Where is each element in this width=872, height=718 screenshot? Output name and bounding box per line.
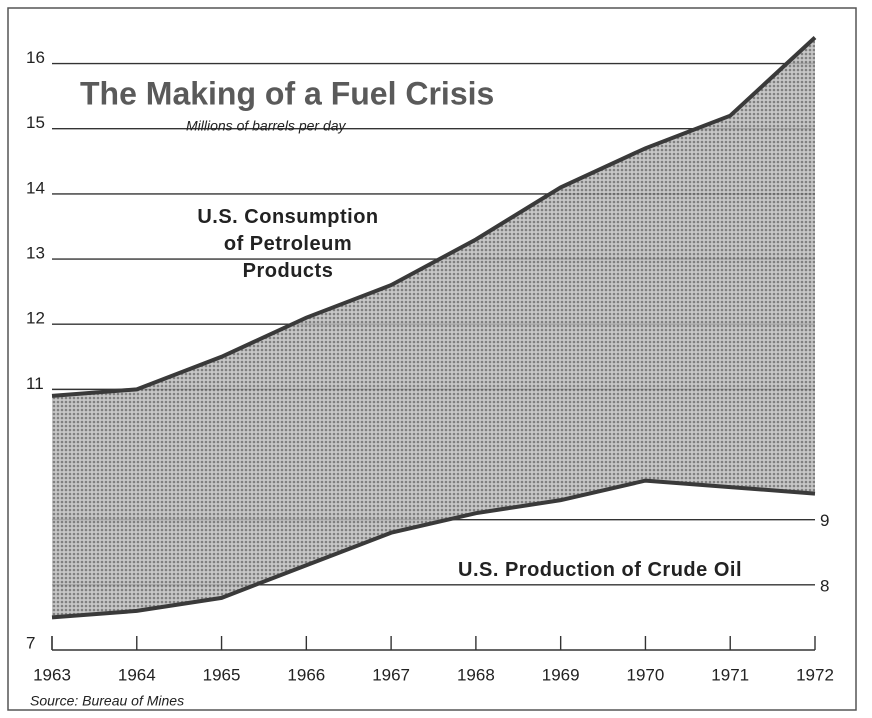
y-tick-label: 13: [26, 244, 45, 263]
x-tick-label: 1970: [627, 665, 665, 684]
y-tick-label: 12: [26, 309, 45, 328]
x-tick-label: 1966: [287, 665, 325, 684]
series-label-line: U.S. Consumption: [197, 206, 378, 228]
y-tick-label: 14: [26, 178, 45, 197]
subtitle: Millions of barrels per day: [186, 118, 347, 134]
y2-tick-label: 9: [820, 511, 829, 530]
x-tick-label: 1964: [118, 665, 156, 684]
series-label-line: of Petroleum: [224, 233, 352, 255]
y-tick-label: 11: [26, 374, 44, 393]
x-tick-label: 1965: [203, 665, 241, 684]
chart: The Making of a Fuel Crisis Millions of …: [0, 0, 872, 718]
y-tick-label: 16: [26, 48, 45, 67]
x-tick-label: 1968: [457, 665, 495, 684]
x-tick-label: 1963: [33, 665, 71, 684]
series-label-line: U.S. Production of Crude Oil: [458, 559, 742, 581]
series-label: U.S. Production of Crude Oil: [458, 559, 742, 581]
y-tick-label: 15: [26, 113, 45, 132]
chart-title: The Making of a Fuel Crisis: [80, 75, 494, 111]
x-tick-label: 1972: [796, 665, 834, 684]
series-label-line: Products: [243, 260, 334, 282]
x-tick-label: 1967: [372, 665, 410, 684]
source: Source: Bureau of Mines: [30, 693, 184, 709]
y2-tick-label: 8: [820, 576, 829, 595]
x-tick-label: 1971: [711, 665, 749, 684]
y-tick-label: 7: [26, 633, 35, 652]
x-tick-label: 1969: [542, 665, 580, 684]
